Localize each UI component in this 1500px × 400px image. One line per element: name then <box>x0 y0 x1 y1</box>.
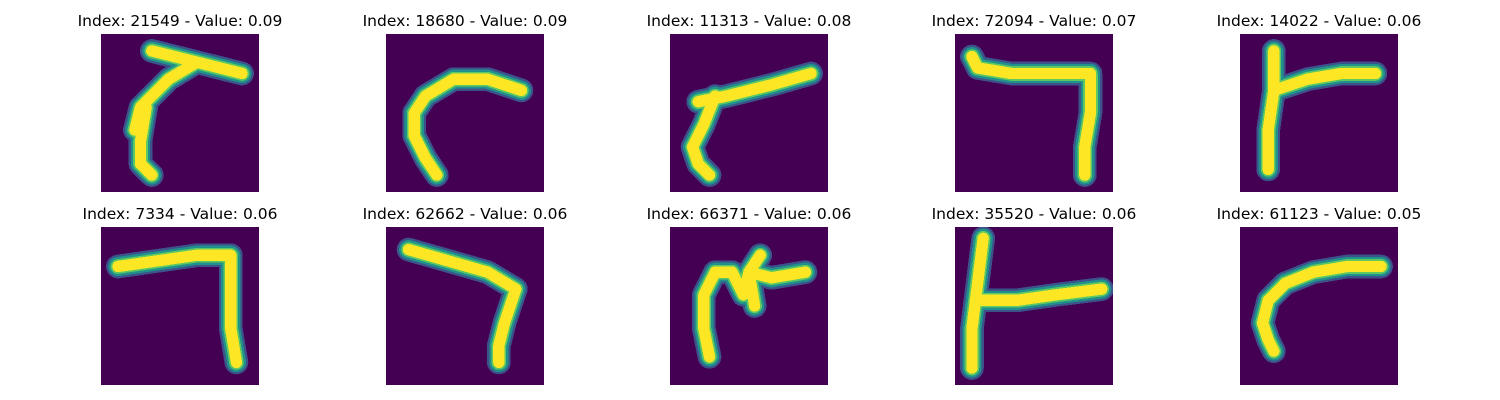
panel-title: Index: 61123 - Value: 0.05 <box>1216 205 1422 223</box>
digit-image <box>1240 34 1398 192</box>
panel-title: Index: 72094 - Value: 0.07 <box>931 12 1137 30</box>
digit-image <box>670 34 828 192</box>
digit-image <box>386 227 544 385</box>
digit-panel-3: Index: 11313 - Value: 0.08 <box>629 12 869 192</box>
digit-panel-10: Index: 61123 - Value: 0.05 <box>1199 205 1439 385</box>
digit-panel-9: Index: 35520 - Value: 0.06 <box>914 205 1154 385</box>
digit-image <box>955 227 1113 385</box>
digit-panel-8: Index: 66371 - Value: 0.06 <box>629 205 869 385</box>
panel-title: Index: 18680 - Value: 0.09 <box>362 12 568 30</box>
digit-image <box>1240 227 1398 385</box>
digit-panel-5: Index: 14022 - Value: 0.06 <box>1199 12 1439 192</box>
panel-title: Index: 66371 - Value: 0.06 <box>646 205 852 223</box>
digit-image <box>955 34 1113 192</box>
digit-image <box>670 227 828 385</box>
digit-panel-1: Index: 21549 - Value: 0.09 <box>60 12 300 192</box>
panel-title: Index: 14022 - Value: 0.06 <box>1216 12 1422 30</box>
digit-image <box>386 34 544 192</box>
digit-image <box>101 227 259 385</box>
digit-panel-4: Index: 72094 - Value: 0.07 <box>914 12 1154 192</box>
panel-title: Index: 21549 - Value: 0.09 <box>77 12 283 30</box>
digit-image <box>101 34 259 192</box>
digit-panel-2: Index: 18680 - Value: 0.09 <box>345 12 585 192</box>
digit-panel-6: Index: 7334 - Value: 0.06 <box>60 205 300 385</box>
panel-title: Index: 7334 - Value: 0.06 <box>82 205 278 223</box>
panel-title: Index: 62662 - Value: 0.06 <box>362 205 568 223</box>
panel-title: Index: 11313 - Value: 0.08 <box>646 12 852 30</box>
panel-title: Index: 35520 - Value: 0.06 <box>931 205 1137 223</box>
digit-panel-7: Index: 62662 - Value: 0.06 <box>345 205 585 385</box>
